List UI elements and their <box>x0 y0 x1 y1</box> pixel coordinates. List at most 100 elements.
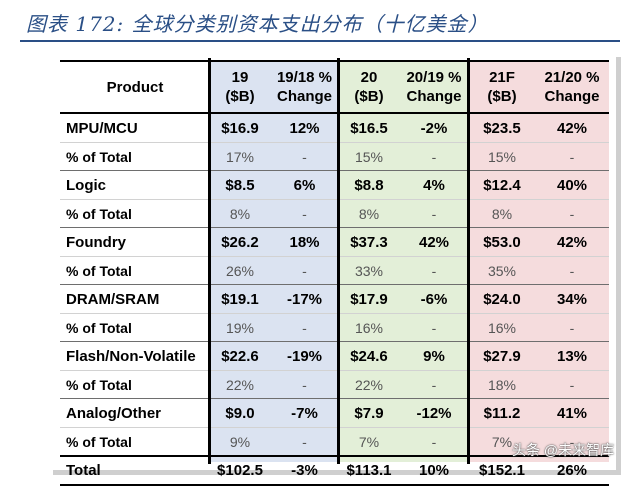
table-cell: 18% <box>289 233 320 251</box>
table-cell: 16% <box>487 319 517 336</box>
row-label: Foundry <box>66 233 126 251</box>
product-row: Flash/Non-Volatile $22.6 -19% $24.6 9% $27.9 1… <box>60 342 609 371</box>
table-cell: $102.5 <box>217 462 263 479</box>
table-cell: - <box>569 148 575 165</box>
table-cell: - <box>302 148 307 165</box>
table-cell: 26% <box>225 262 255 279</box>
table-cell: $16.5 <box>350 119 388 137</box>
table-cell: - <box>302 319 307 336</box>
header-line: 21F <box>489 69 515 86</box>
figure-title: 图表 172: 全球分类别资本支出分布（十亿美金） <box>26 12 489 36</box>
header-line: 20 <box>360 69 378 86</box>
table-cell: - <box>569 433 575 450</box>
header-line: Change <box>276 88 332 105</box>
header-line: ($B) <box>354 88 384 105</box>
row-label: % of Total <box>66 148 132 165</box>
table-cell: - <box>431 319 437 336</box>
table-cell: 35% <box>487 262 517 279</box>
table-cell: 33% <box>354 262 384 279</box>
share-row: % of Total 17% - 15% - 15% - <box>60 143 609 171</box>
year-2021f-band <box>469 60 609 462</box>
header-2020-value: 20 ($B) <box>339 61 399 113</box>
table-cell: 7% <box>358 433 380 450</box>
column-divider <box>337 58 340 464</box>
share-row: % of Total 8% - 8% - 8% - <box>60 200 609 228</box>
capex-table: Product 19 ($B) 19/18 % Change 20 ($B) 20/19 % C… <box>60 60 609 486</box>
table-cell: $16.9 <box>221 119 259 137</box>
header-line: ($B) <box>225 88 255 105</box>
header-line: Change <box>406 88 462 105</box>
table-cell: 42% <box>418 233 450 251</box>
table-cell: $7.9 <box>354 404 384 422</box>
table-cell: $23.5 <box>483 119 521 137</box>
table-cell: - <box>431 433 437 450</box>
table-cell: - <box>302 376 307 393</box>
table-cell: $26.2 <box>221 233 259 251</box>
table-cell: 17% <box>225 148 255 165</box>
table-cell: $17.9 <box>350 290 388 308</box>
header-line: 19/18 % <box>276 69 333 86</box>
table-cell: 42% <box>556 233 588 251</box>
table-cell: 12% <box>289 119 320 137</box>
share-row: % of Total 9% - 7% - 7% - <box>60 428 609 456</box>
product-row: Analog/Other $9.0 -7% $7.9 -12% $11.2 41% <box>60 399 609 428</box>
table-cell: 41% <box>556 404 588 422</box>
row-label: % of Total <box>66 376 132 393</box>
row-label: DRAM/SRAM <box>66 290 160 308</box>
table-cell: $24.6 <box>350 347 388 365</box>
table-cell: 22% <box>354 376 384 393</box>
table-cell: $27.9 <box>483 347 521 365</box>
table-cell: - <box>569 262 575 279</box>
table-cell: - <box>431 376 437 393</box>
header-line: 19 <box>231 69 249 86</box>
total-row: Total $102.5 -3% $113.1 10% $152.1 26% <box>60 456 609 485</box>
table-cell: -7% <box>291 404 318 422</box>
table-cell: $19.1 <box>221 290 259 308</box>
table-cell: 4% <box>423 176 445 194</box>
table-cell: - <box>569 319 575 336</box>
header-row: Product 19 ($B) 19/18 % Change 20 ($B) 20/19 % C… <box>60 61 609 113</box>
table-cell: $37.3 <box>350 233 388 251</box>
table-cell: $22.6 <box>221 347 259 365</box>
header-line: ($B) <box>487 88 517 105</box>
table-cell: - <box>302 205 307 222</box>
table-cell: -6% <box>420 290 448 308</box>
table-cell: -19% <box>286 347 323 365</box>
share-row: % of Total 19% - 16% - 16% - <box>60 314 609 342</box>
row-label: Flash/Non-Volatile <box>66 347 196 365</box>
table-cell: $12.4 <box>483 176 521 194</box>
year-2019-band <box>210 60 339 462</box>
table-cell: 16% <box>354 319 384 336</box>
table-cell: 22% <box>225 376 255 393</box>
table-cell: - <box>569 205 575 222</box>
watermark: 头条 @未来智库 <box>512 442 615 458</box>
table-cell: $113.1 <box>346 462 392 479</box>
table-cell: 7% <box>491 433 513 450</box>
share-row: % of Total 26% - 33% - 35% - <box>60 257 609 285</box>
table-cell: 40% <box>556 176 588 194</box>
table-cell: 19% <box>225 319 255 336</box>
table-cell: - <box>302 433 307 450</box>
table-cell: - <box>569 376 575 393</box>
year-2020-band <box>339 60 469 462</box>
table-cell: $8.8 <box>354 176 384 194</box>
header-2019-change: 19/18 % Change <box>270 61 339 113</box>
table-cell: 10% <box>418 462 450 479</box>
table-cell: $152.1 <box>479 462 525 479</box>
header-2019-value: 19 ($B) <box>210 61 270 113</box>
table-cell: 8% <box>491 205 513 222</box>
header-2021f-change: 21/20 % Change <box>535 61 609 113</box>
header-line: Product <box>106 78 164 96</box>
row-label: Logic <box>66 176 106 194</box>
table-cell: 6% <box>293 176 316 194</box>
table-cell: -3% <box>291 462 318 479</box>
table-cell: 9% <box>423 347 445 365</box>
product-row: Logic $8.5 6% $8.8 4% $12.4 40% <box>60 171 609 200</box>
table-cell: -12% <box>416 404 452 422</box>
table-cell: $8.5 <box>225 176 255 194</box>
table-cell: 8% <box>358 205 380 222</box>
table-cell: - <box>431 205 437 222</box>
table-cell: 26% <box>556 462 588 479</box>
share-row: % of Total 22% - 22% - 18% - <box>60 371 609 399</box>
table-cell: -2% <box>420 119 448 137</box>
